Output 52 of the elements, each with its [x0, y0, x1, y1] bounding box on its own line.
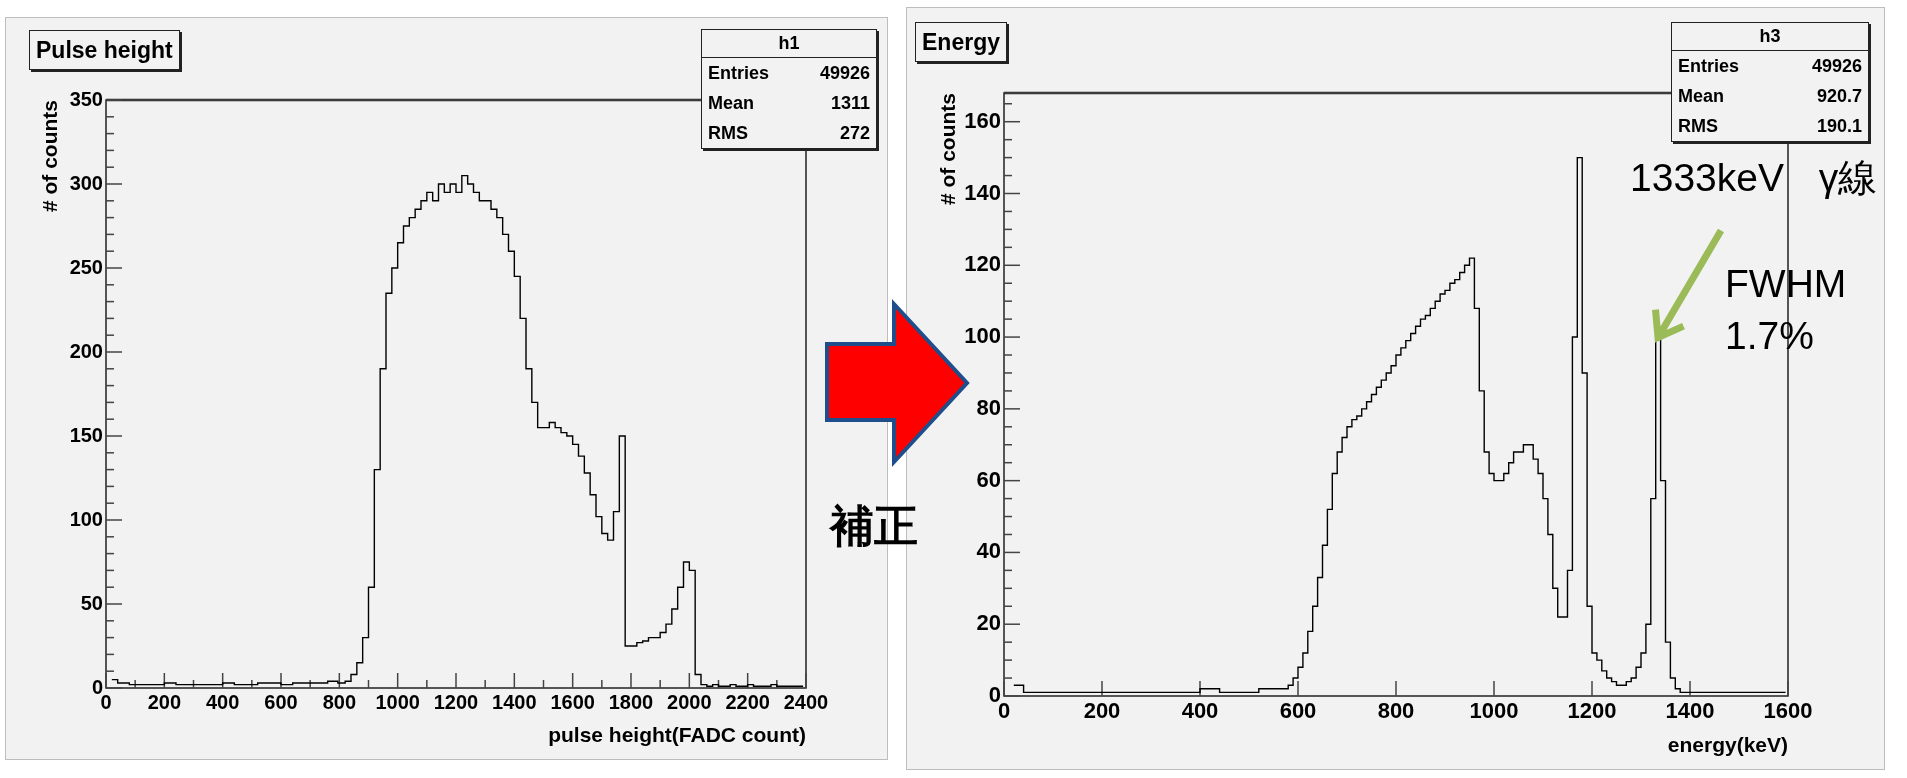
- text: h1: [702, 30, 876, 58]
- x-tick-label: 400: [205, 690, 240, 713]
- y-tick-label: 60: [976, 466, 1001, 492]
- x-tick-label: 200: [1083, 698, 1121, 724]
- x-tick-label: 2200: [725, 690, 770, 713]
- y-axis-title: # of counts: [38, 100, 62, 213]
- text: Entries 49926: [1678, 56, 1862, 76]
- chart-title: Energy: [915, 22, 1007, 62]
- x-tick-label: 1200: [433, 690, 479, 713]
- text: RMS 190.1: [1678, 116, 1862, 136]
- x-tick-label: 600: [1279, 698, 1317, 724]
- y-tick-label: 120: [964, 251, 1001, 277]
- y-tick-label: 140: [964, 179, 1001, 205]
- x-tick-label: 800: [322, 690, 357, 713]
- text: 補正: [830, 500, 918, 552]
- y-tick-label: 350: [69, 87, 103, 110]
- y-tick-label: 300: [69, 171, 103, 194]
- annotation: 1333keV γ線: [1630, 156, 1878, 200]
- x-tick-label: 800: [1377, 698, 1415, 724]
- x-axis-title: pulse height(FADC count): [548, 723, 806, 747]
- x-tick-label: 1000: [375, 690, 420, 713]
- y-axis-title: # of counts: [936, 93, 960, 206]
- y-tick-label: 100: [964, 323, 1001, 349]
- y-tick-label: 40: [976, 538, 1001, 564]
- y-tick-label: 200: [69, 339, 103, 362]
- y-tick-label: 80: [976, 394, 1001, 420]
- x-tick-label: 2000: [667, 690, 712, 713]
- x-tick-label: 1600: [1763, 698, 1813, 724]
- y-tick-label: 20: [976, 610, 1001, 636]
- x-axis-title: energy(keV): [1667, 733, 1788, 757]
- chart-title: Pulse height: [29, 30, 180, 70]
- x-tick-label: 2400: [783, 690, 829, 713]
- text: Mean 1311: [708, 93, 870, 113]
- y-tick-label: 100: [69, 507, 103, 530]
- text: Entries 49926: [708, 63, 870, 83]
- y-tick-label: 250: [69, 255, 103, 278]
- x-tick-label: 1800: [608, 690, 654, 713]
- text: h3: [1672, 23, 1868, 51]
- text: RMS 272: [708, 123, 870, 143]
- y-tick-label: 160: [964, 107, 1001, 133]
- text: Mean 920.7: [1678, 86, 1862, 106]
- x-tick-label: 1400: [1665, 698, 1715, 724]
- x-tick-label: 600: [264, 690, 298, 713]
- x-tick-label: 1400: [492, 690, 537, 713]
- x-tick-label: 200: [147, 690, 182, 713]
- y-tick-label: 0: [91, 675, 103, 698]
- x-tick-label: 1600: [550, 690, 595, 713]
- x-tick-label: 1000: [1469, 698, 1519, 724]
- x-tick-label: 400: [1181, 698, 1219, 724]
- y-tick-label: 50: [80, 591, 103, 614]
- x-tick-label: 1200: [1567, 698, 1617, 724]
- y-tick-label: 150: [69, 423, 103, 446]
